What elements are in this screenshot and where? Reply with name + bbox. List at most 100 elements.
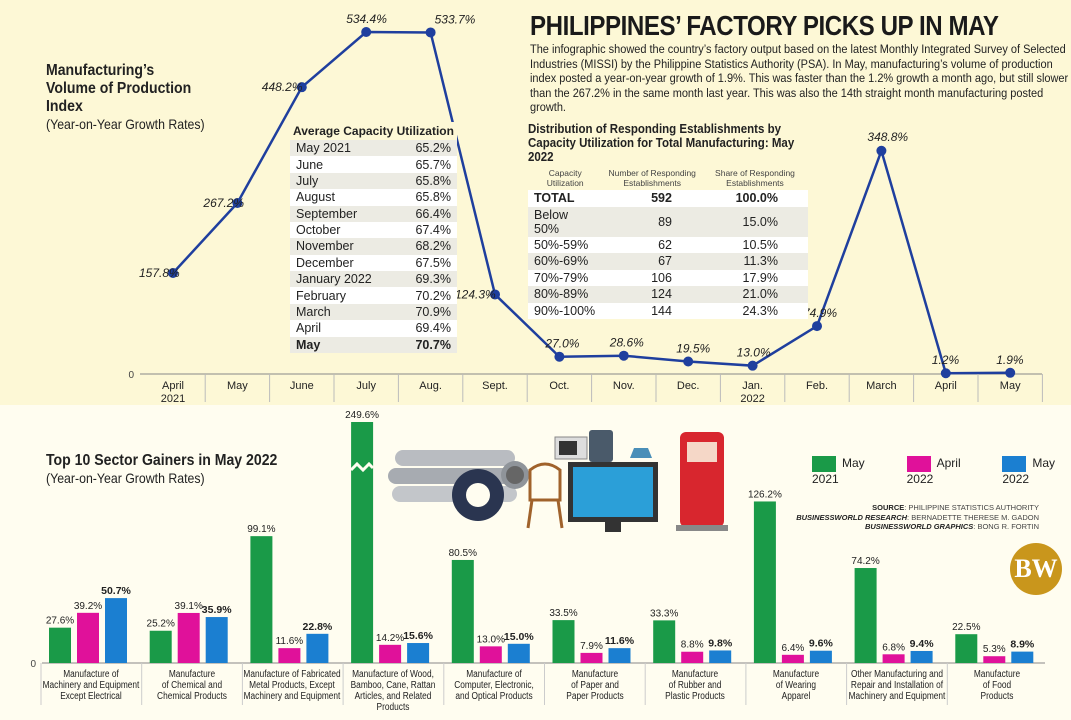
distribution-table-block: Distribution of Responding Establishment… xyxy=(528,122,813,319)
bar xyxy=(1011,651,1034,663)
category-label-line: Computer, Electronic, xyxy=(453,680,534,691)
category-label-line: Chemical Products xyxy=(156,691,227,702)
share-value: 17.9% xyxy=(742,270,778,285)
share-value: 15.0% xyxy=(701,206,808,237)
share-value: 11.3% xyxy=(701,253,808,270)
bar-category-label: Manufacture of Wood, Bamboo, Cane, Rattan… xyxy=(342,669,444,713)
month-label: February xyxy=(296,288,347,303)
x-tick-label: Feb. xyxy=(806,380,828,392)
bar xyxy=(955,634,978,663)
category-label-line: of Food xyxy=(983,680,1012,691)
bar xyxy=(105,598,127,663)
bar xyxy=(77,612,99,663)
point-label: 448.2% xyxy=(262,80,303,94)
month-label: May xyxy=(290,336,399,353)
bar xyxy=(709,650,732,663)
point-label: 267.2% xyxy=(202,196,244,210)
legend-swatch xyxy=(906,456,931,472)
utilization-value: 70.2% xyxy=(415,288,451,303)
line-point xyxy=(747,360,758,371)
bar-value-label: 8.9% xyxy=(1010,639,1035,651)
bar xyxy=(653,620,676,663)
bar-value-label: 9.6% xyxy=(809,638,834,650)
bar-value-label: 14.2% xyxy=(376,633,404,644)
bar xyxy=(306,633,329,663)
month-label: March xyxy=(290,303,399,321)
bar xyxy=(149,630,172,663)
bar xyxy=(451,559,474,663)
bar-value-label: 6.8% xyxy=(882,642,905,653)
x-tick-label: April xyxy=(935,380,957,392)
distribution-title: Distribution of Responding Establishment… xyxy=(528,122,795,164)
share-value: 21.0% xyxy=(701,286,808,303)
bar xyxy=(608,648,631,663)
bar-value-label: 249.6% xyxy=(345,410,379,421)
category-label-line: Manufacture xyxy=(974,669,1021,680)
source-value: PHILIPPINE STATISTICS AUTHORITY xyxy=(908,503,1039,512)
avg-capacity-row: March 70.9% xyxy=(290,303,457,321)
category-label-line: Manufacture of xyxy=(63,669,119,680)
bar-legend: May 2021 April 2022 May 2022 xyxy=(812,456,1071,486)
y-tick-label: 0 xyxy=(128,370,134,381)
x-tick-label: May xyxy=(1000,380,1021,392)
bar xyxy=(580,652,603,663)
line-point xyxy=(1005,367,1016,378)
legend-item-may-2021: May 2021 xyxy=(812,456,881,486)
bar-chart-heading: Top 10 Sector Gainers in May 2022 (Year-… xyxy=(46,452,309,486)
distribution-row: 60%-69% 67 11.3% xyxy=(528,253,808,270)
bar xyxy=(681,651,704,663)
avg-capacity-row: April 69.4% xyxy=(290,320,457,336)
bar xyxy=(753,501,776,663)
bar xyxy=(351,422,374,663)
bar-value-label: 99.1% xyxy=(247,524,275,535)
category-label-line: Manufacture of xyxy=(466,669,522,680)
research-label: BUSINESSWORLD RESEARCH xyxy=(796,512,908,522)
legend-item-may-2022: May 2022 xyxy=(1002,456,1071,486)
range-label: 60%-69% xyxy=(528,253,603,270)
bar-value-label: 11.6% xyxy=(276,636,304,647)
bar-value-label: 15.0% xyxy=(504,631,534,643)
bar xyxy=(983,656,1006,663)
share-value: 100.0% xyxy=(735,191,778,206)
bar xyxy=(177,612,200,663)
month-label: January 2022 xyxy=(290,271,399,288)
category-label-line: Manufacture of Fabricated xyxy=(243,669,341,680)
bar-value-label: 6.4% xyxy=(782,643,805,654)
x-tick-label: 2021 xyxy=(161,393,185,405)
x-tick-label: Nov. xyxy=(613,380,635,392)
jerrycan-icon xyxy=(589,430,613,462)
line-point xyxy=(232,198,243,208)
category-label-line: Machinery and Equipment xyxy=(244,691,341,702)
avg-capacity-row: October 67.4% xyxy=(290,222,457,238)
bar-category-label: Manufacture of Food Products xyxy=(946,669,1048,702)
bar-value-label: 25.2% xyxy=(147,619,175,630)
bar xyxy=(854,568,877,663)
col-header: Capacity Utilization xyxy=(528,166,603,190)
category-label-line: Manufacture of Wood, xyxy=(352,669,434,680)
point-label: 1.2% xyxy=(932,353,960,367)
line-point xyxy=(361,27,372,37)
category-label-line: Machinery and Equipment xyxy=(848,691,945,702)
x-tick-label: June xyxy=(290,380,314,392)
month-label: November xyxy=(290,238,399,255)
establishments-count: 89 xyxy=(602,206,702,237)
share-value: 24.3% xyxy=(742,303,778,318)
bar-value-label: 35.9% xyxy=(202,604,232,616)
category-label-line: Articles, and Related Products xyxy=(354,691,432,713)
bar-value-label: 9.8% xyxy=(708,637,733,649)
bar-value-label: 39.1% xyxy=(175,601,203,612)
bar-category-label: Manufacture of Fabricated Metal Products,… xyxy=(241,669,343,702)
source-label: SOURCE xyxy=(872,503,905,512)
bar-value-label: 7.9% xyxy=(580,641,603,652)
line-chart-subtitle: (Year-on-Year Growth Rates) xyxy=(46,116,205,132)
line-point xyxy=(425,27,436,38)
microwave-icon xyxy=(554,436,588,460)
category-label-line: Machinery and Equipment xyxy=(42,680,140,691)
x-tick-label: Jan. xyxy=(742,380,763,392)
range-label: Below 50% xyxy=(528,206,603,237)
bar-chart-title: Top 10 Sector Gainers in May 2022 xyxy=(46,452,278,469)
x-tick-label: May xyxy=(227,380,248,392)
x-tick-label: Aug. xyxy=(419,380,442,392)
graphics-label: BUSINESSWORLD GRAPHICS xyxy=(864,522,974,531)
utilization-value: 65.8% xyxy=(415,190,451,205)
